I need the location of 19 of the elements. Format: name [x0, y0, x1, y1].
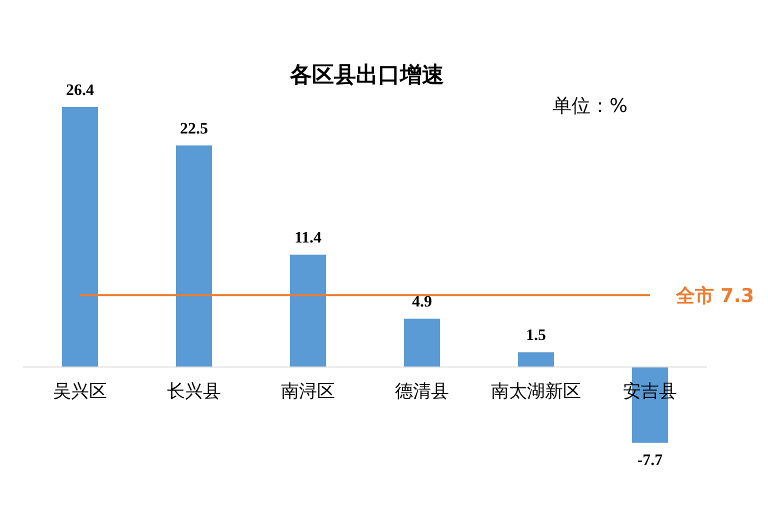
- data-label: 4.9: [412, 294, 432, 311]
- data-label: 1.5: [526, 327, 546, 344]
- bar: [62, 107, 98, 367]
- bar: [290, 254, 326, 367]
- x-tick-label: 长兴县: [167, 381, 221, 401]
- data-label: 26.4: [66, 82, 94, 99]
- x-tick-label: 南太湖新区: [491, 381, 581, 401]
- bar: [518, 352, 554, 367]
- data-label: 22.5: [180, 120, 208, 138]
- annotation: 单位：%: [552, 95, 628, 117]
- x-tick-label: 德清县: [395, 381, 449, 401]
- ref-line-label: 全市 7.3: [674, 285, 754, 308]
- bar: [176, 145, 212, 367]
- x-tick-label: 吴兴区: [53, 381, 107, 401]
- bar: [404, 318, 440, 367]
- data-label: 11.4: [294, 230, 322, 247]
- data-label: -7.7: [637, 452, 663, 469]
- chart-title: 各区县出口增速: [289, 63, 444, 88]
- x-tick-label: 南浔区: [281, 381, 335, 401]
